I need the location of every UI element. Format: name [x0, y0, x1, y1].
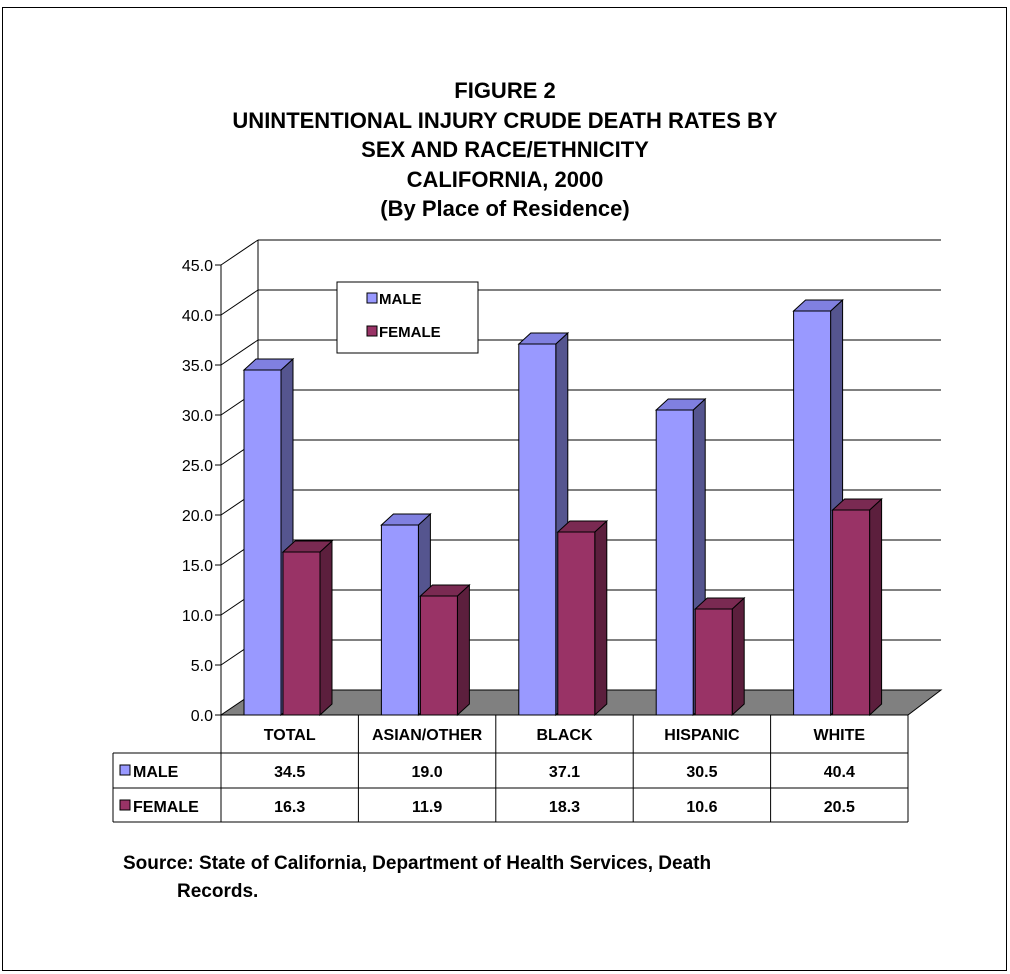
- bar-side: [731, 596, 745, 717]
- y-tick-label: 15.0: [182, 558, 213, 575]
- wall-gridline: [220, 239, 259, 266]
- y-tick-label: 30.0: [182, 408, 213, 425]
- wall-gridline: [220, 339, 259, 366]
- bar-front: [793, 310, 832, 716]
- title-line-1: FIGURE 2: [454, 78, 556, 103]
- table-swatch-male: [119, 764, 131, 776]
- bar-female-2: [556, 519, 609, 717]
- bar-front: [380, 524, 419, 716]
- data-label: 40.4: [824, 764, 855, 781]
- bar-side: [319, 539, 333, 717]
- y-tick-label: 40.0: [182, 308, 213, 325]
- data-label: 20.5: [824, 799, 855, 816]
- category-label: WHITE: [814, 727, 866, 744]
- bar-front: [694, 608, 733, 716]
- bar-side: [869, 497, 883, 717]
- source-line-2: Records.: [177, 881, 259, 902]
- data-label: 19.0: [412, 764, 443, 781]
- category-label: TOTAL: [264, 727, 316, 744]
- bar-side: [594, 519, 608, 717]
- bar-female-4: [831, 497, 883, 717]
- y-tick-label: 10.0: [182, 608, 213, 625]
- source-note: Source: State of California, Department …: [123, 850, 843, 906]
- legend-label-male: MALE: [379, 291, 422, 308]
- data-label: 16.3: [274, 799, 305, 816]
- bar-front: [655, 409, 694, 716]
- data-label: 18.3: [549, 799, 580, 816]
- source-line-1: Source: State of California, Department …: [123, 853, 712, 874]
- bar-female-3: [693, 596, 746, 717]
- bar-front: [282, 551, 321, 716]
- y-tick-label: 25.0: [182, 458, 213, 475]
- legend-box: [336, 281, 479, 354]
- bar-front: [419, 595, 458, 716]
- bar-side: [456, 583, 470, 717]
- bar-front: [243, 369, 282, 716]
- title-line-5: (By Place of Residence): [380, 196, 630, 221]
- bar-front: [557, 531, 596, 716]
- title-line-4: CALIFORNIA, 2000: [406, 166, 604, 192]
- category-label: BLACK: [537, 727, 593, 744]
- table-swatch-female: [119, 799, 131, 811]
- data-label: 10.6: [686, 799, 717, 816]
- title-line-2: UNINTENTIONAL INJURY CRUDE DEATH RATES B…: [232, 107, 778, 133]
- bar-female-0: [281, 539, 334, 717]
- table-series-label: MALE: [133, 764, 179, 781]
- data-label: 30.5: [686, 764, 717, 781]
- legend-swatch-female: [366, 325, 378, 337]
- chart-title: FIGURE 2 UNINTENTIONAL INJURY CRUDE DEAT…: [0, 76, 1010, 224]
- bar-front: [832, 509, 871, 716]
- y-tick-label: 20.0: [182, 508, 213, 525]
- bar-front: [518, 343, 557, 716]
- y-tick-label: 5.0: [191, 658, 213, 675]
- legend-label-female: FEMALE: [379, 324, 441, 341]
- table-series-label: FEMALE: [133, 799, 199, 816]
- category-label: HISPANIC: [664, 727, 740, 744]
- bar-female-1: [419, 583, 471, 717]
- data-label: 11.9: [412, 799, 442, 816]
- data-label: 34.5: [274, 764, 305, 781]
- wall-gridline: [220, 289, 259, 316]
- data-label: 37.1: [549, 764, 580, 781]
- legend-swatch-male: [366, 292, 378, 304]
- y-tick-label: 45.0: [182, 258, 213, 275]
- y-tick-label: 35.0: [182, 358, 213, 375]
- category-label: ASIAN/OTHER: [372, 727, 483, 744]
- title-line-3: SEX AND RACE/ETHNICITY: [361, 137, 649, 162]
- y-tick-label: 0.0: [191, 708, 213, 725]
- figure-frame: [2, 7, 1007, 971]
